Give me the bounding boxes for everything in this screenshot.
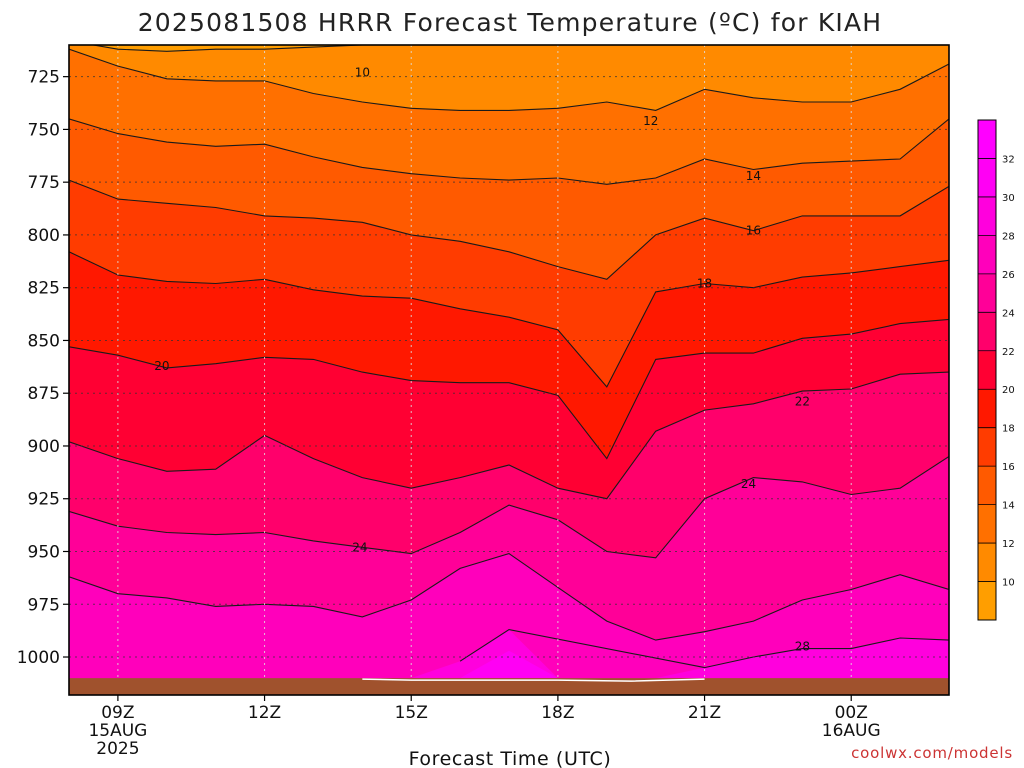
y-tick-label: 825: [28, 279, 60, 299]
plot-area: 10 12 14 16 18 20 22 24 24 28: [68, 44, 950, 696]
contour-18: [69, 251, 949, 388]
y-tick-label: 775: [28, 173, 60, 193]
contour-22: [69, 371, 949, 500]
contour-16: [69, 179, 949, 280]
x-axis-title: Forecast Time (UTC): [409, 748, 612, 768]
contour-labels: 10 12 14 16 18 20 22 24 24 28: [154, 65, 810, 653]
contour-label: 14: [746, 169, 761, 183]
x-tick-label: 2025: [96, 739, 139, 759]
colorbar-label: 26: [1002, 270, 1015, 281]
colorbar-label: 28: [1002, 231, 1015, 242]
colorbar-segment: [978, 389, 996, 429]
x-tick-label: 09Z: [101, 703, 134, 723]
contour-label: 24: [352, 540, 367, 554]
y-tick-label: 1000: [17, 648, 60, 668]
contour-label: 16: [746, 224, 761, 238]
contour-label: 24: [741, 477, 756, 491]
contour-label: 22: [795, 395, 810, 409]
y-tick-label: 875: [28, 384, 60, 404]
colorbar-segment: [978, 273, 996, 313]
y-tick-label: 750: [28, 120, 60, 140]
band-26: [69, 553, 949, 695]
contour-label: 18: [697, 276, 712, 290]
credit-text: coolwx.com/models: [851, 744, 1013, 762]
y-tick-label: 850: [28, 331, 60, 351]
contour-24: [69, 456, 949, 559]
chart-title: 2025081508 HRRR Forecast Temperature (ºC…: [138, 8, 883, 37]
temperature-bands: [69, 45, 949, 695]
x-tick-label: 15Z: [395, 703, 428, 723]
y-tick-label: 725: [28, 68, 60, 88]
surface-edge: [362, 678, 705, 682]
colorbar-label: 14: [1002, 501, 1015, 512]
x-tick-label: 16AUG: [822, 721, 881, 741]
y-tick-label: 900: [28, 437, 60, 457]
y-tick-label: 975: [28, 595, 60, 615]
colorbar-segment: [978, 427, 996, 467]
y-tick-label: 800: [28, 226, 60, 246]
contour-26: [69, 552, 949, 641]
x-tick-label: 21Z: [688, 703, 721, 723]
colorbar-label: 30: [1002, 193, 1015, 204]
colorbar-frame: [977, 119, 997, 621]
y-tick-label: 950: [28, 542, 60, 562]
colorbar-segment: [978, 120, 996, 159]
colorbar-segment: [978, 581, 996, 621]
y-tick-label: 925: [28, 490, 60, 510]
colorbar-label: 18: [1002, 424, 1015, 435]
colorbar-label: 12: [1002, 539, 1015, 550]
grid-lines: [69, 45, 949, 695]
x-tick-label: 18Z: [541, 703, 574, 723]
y-axis: 725 750 775 800 825 850 875 900 925 950 975 1000: [17, 68, 69, 668]
contour-label: 12: [643, 114, 658, 128]
colorbar-label: 22: [1002, 347, 1015, 358]
colorbar-segment: [978, 196, 996, 236]
colorbar: 10 12 14 16 18 20 22 24 26 28 30 32: [977, 119, 1015, 621]
contour-label: 10: [355, 65, 370, 79]
colorbar-segment: [978, 504, 996, 544]
colorbar-label: 32: [1002, 154, 1015, 165]
colorbar-segment: [978, 312, 996, 352]
contour-12: [69, 48, 949, 111]
x-tick-label: 15AUG: [88, 721, 147, 741]
plot-frame: [68, 44, 950, 696]
contour-label: 28: [795, 639, 810, 653]
colorbar-label: 10: [1002, 578, 1015, 589]
contour-label: 20: [154, 359, 169, 373]
contour-lines: [69, 45, 949, 669]
contour-10: [90, 45, 376, 52]
colorbar-segment: [978, 543, 996, 583]
colorbar-segment: [978, 466, 996, 506]
contour-28: [459, 629, 949, 669]
colorbar-label: 16: [1002, 462, 1015, 473]
colorbar-label: 20: [1002, 385, 1015, 396]
x-tick-label: 12Z: [248, 703, 281, 723]
colorbar-segment: [978, 158, 996, 198]
contour-20: [69, 318, 949, 460]
colorbar-label: 24: [1002, 308, 1015, 319]
contour-14: [69, 118, 949, 185]
colorbar-segment: [978, 235, 996, 275]
ground-area: [69, 678, 949, 695]
colorbar-segment: [978, 350, 996, 390]
x-tick-label: 00Z: [835, 703, 868, 723]
